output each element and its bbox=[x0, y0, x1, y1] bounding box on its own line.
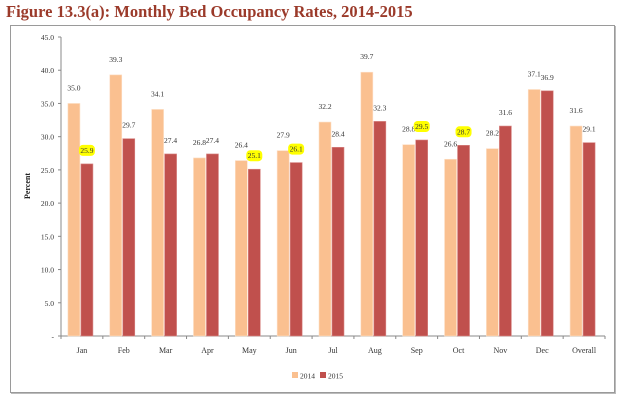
y-axis-label: Percent bbox=[23, 173, 32, 199]
x-tick-label: Dec bbox=[536, 346, 549, 355]
data-label: 27.4 bbox=[206, 136, 219, 145]
bar-2014-Mar bbox=[151, 109, 164, 337]
y-tick-label: 10.0 bbox=[41, 266, 54, 275]
data-label: 31.6 bbox=[570, 106, 583, 115]
bar-2014-Jun bbox=[276, 150, 290, 337]
y-tick-label: 5.0 bbox=[45, 299, 55, 308]
bar-2015-Sep bbox=[415, 139, 428, 337]
y-tick-label: 45.0 bbox=[41, 33, 54, 42]
bar-2015-Apr bbox=[206, 153, 219, 337]
data-label: 28.2 bbox=[486, 129, 499, 138]
bar-2015-Feb bbox=[122, 138, 136, 337]
data-label: 35.0 bbox=[67, 83, 80, 92]
data-label-highlight bbox=[288, 143, 305, 155]
data-label: 36.9 bbox=[541, 73, 554, 82]
data-label: 26.1 bbox=[290, 145, 303, 154]
bar-2014-Jan bbox=[67, 103, 81, 337]
legend-swatch-2015 bbox=[320, 372, 326, 378]
bar-2015-Jul bbox=[331, 146, 345, 337]
legend-label-2015: 2015 bbox=[328, 372, 343, 381]
data-label: 29.5 bbox=[415, 122, 428, 131]
data-label-highlight bbox=[246, 150, 263, 162]
data-label: 37.1 bbox=[528, 69, 541, 78]
bar-2014-Oct bbox=[444, 158, 457, 337]
data-label: 26.8 bbox=[193, 138, 206, 147]
legend-label-2014: 2014 bbox=[300, 372, 315, 381]
data-label: 25.9 bbox=[80, 146, 93, 155]
data-label-highlight bbox=[413, 120, 430, 132]
y-tick-label: 35.0 bbox=[41, 99, 54, 108]
data-label: 29.1 bbox=[583, 125, 596, 134]
x-tick-label: Apr bbox=[201, 346, 214, 355]
data-label: 31.6 bbox=[499, 108, 512, 117]
x-tick-label: Mar bbox=[159, 346, 173, 355]
bar-2014-Overall bbox=[569, 125, 583, 337]
bar-2014-Jul bbox=[318, 121, 332, 337]
x-tick-label: Aug bbox=[368, 346, 382, 355]
x-tick-label: May bbox=[242, 346, 257, 355]
data-label: 32.3 bbox=[373, 103, 386, 112]
bar-2015-Mar bbox=[164, 153, 177, 337]
x-tick-label: Feb bbox=[118, 346, 130, 355]
y-tick-label: - bbox=[52, 332, 55, 341]
data-label: 26.6 bbox=[444, 139, 457, 148]
bar-2014-Feb bbox=[109, 74, 123, 337]
data-label: 26.4 bbox=[235, 141, 248, 150]
bar-2015-Jan bbox=[80, 163, 94, 337]
y-tick-label: 20.0 bbox=[41, 199, 54, 208]
y-tick-label: 30.0 bbox=[41, 133, 54, 142]
bar-2014-Sep bbox=[402, 144, 415, 337]
data-label-highlight bbox=[78, 144, 95, 156]
bar-2015-Jun bbox=[289, 162, 303, 337]
bar-2014-May bbox=[235, 160, 248, 337]
x-tick-label: Oct bbox=[453, 346, 465, 355]
chart-title: Figure 13.3(a): Monthly Bed Occupancy Ra… bbox=[6, 2, 413, 21]
data-label: 34.1 bbox=[151, 89, 164, 98]
bar-2015-Nov bbox=[499, 125, 512, 337]
bar-2014-Nov bbox=[486, 148, 499, 337]
data-label: 32.2 bbox=[318, 102, 331, 111]
bar-2015-Dec bbox=[540, 90, 554, 337]
bar-2015-Overall bbox=[582, 142, 596, 337]
data-label: 29.7 bbox=[122, 121, 135, 130]
bar-2015-May bbox=[248, 168, 261, 337]
data-label: 28.4 bbox=[331, 129, 344, 138]
data-label: 28.7 bbox=[457, 127, 470, 136]
y-tick-label: 40.0 bbox=[41, 66, 54, 75]
data-label-highlight bbox=[455, 126, 472, 138]
bar-2015-Oct bbox=[457, 145, 470, 337]
data-label: 39.7 bbox=[360, 52, 373, 61]
x-tick-label: Jan bbox=[77, 346, 88, 355]
bar-2015-Aug bbox=[373, 121, 387, 337]
x-tick-label: Sep bbox=[411, 346, 423, 355]
x-tick-label: Jun bbox=[286, 346, 297, 355]
data-label: 27.4 bbox=[164, 136, 177, 145]
bar-2014-Aug bbox=[360, 71, 374, 337]
data-label: 25.1 bbox=[248, 151, 261, 160]
legend-swatch-2014 bbox=[292, 372, 298, 378]
y-tick-label: 25.0 bbox=[41, 166, 54, 175]
data-label: 39.3 bbox=[109, 55, 122, 64]
x-tick-label: Jul bbox=[328, 346, 338, 355]
data-label: 28.8 bbox=[402, 125, 415, 134]
bar-2014-Dec bbox=[527, 89, 541, 337]
x-tick-label: Nov bbox=[493, 346, 507, 355]
data-label: 27.9 bbox=[277, 131, 290, 140]
x-tick-label: Overall bbox=[572, 346, 597, 355]
y-tick-label: 15.0 bbox=[41, 232, 54, 241]
chart-frame bbox=[10, 25, 615, 393]
bar-2014-Apr bbox=[193, 157, 206, 337]
